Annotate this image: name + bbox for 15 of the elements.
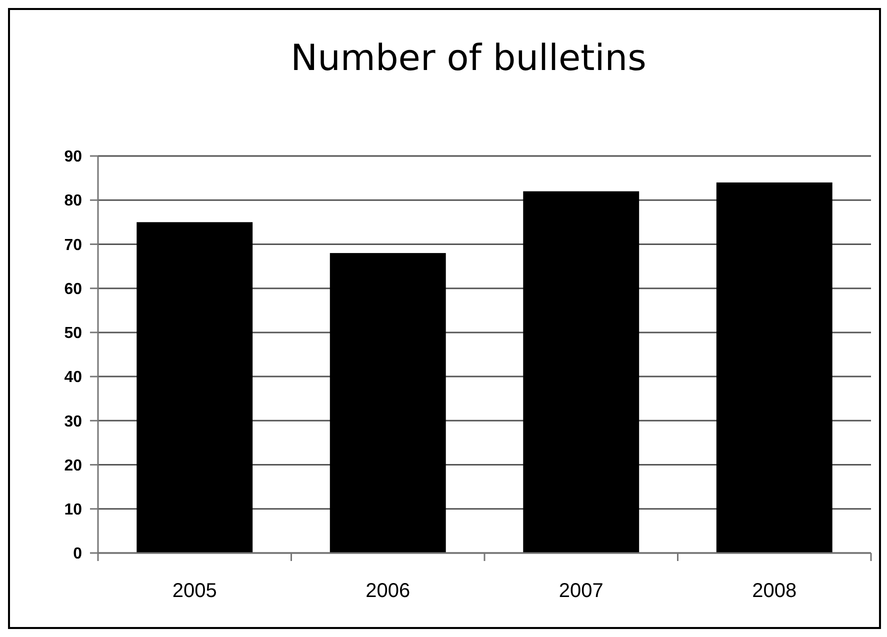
y-tick-label: 10 — [64, 501, 82, 518]
x-tick-label: 2006 — [366, 580, 410, 602]
y-tick-label: 20 — [64, 457, 82, 474]
y-tick-label: 60 — [64, 280, 82, 298]
y-tick-label: 80 — [64, 192, 82, 210]
y-tick-label: 90 — [64, 148, 82, 166]
y-tick-label: 0 — [73, 546, 82, 563]
y-tick-label: 50 — [64, 325, 82, 342]
chart-title: Number of bulletins — [290, 38, 646, 79]
x-tick-label: 2008 — [752, 580, 797, 602]
y-tick-label: 70 — [64, 236, 82, 254]
x-tick-label: 2005 — [172, 580, 217, 602]
y-tick-label: 40 — [64, 369, 82, 386]
y-tick-label: 30 — [64, 413, 82, 430]
x-tick-label: 2007 — [558, 580, 604, 602]
